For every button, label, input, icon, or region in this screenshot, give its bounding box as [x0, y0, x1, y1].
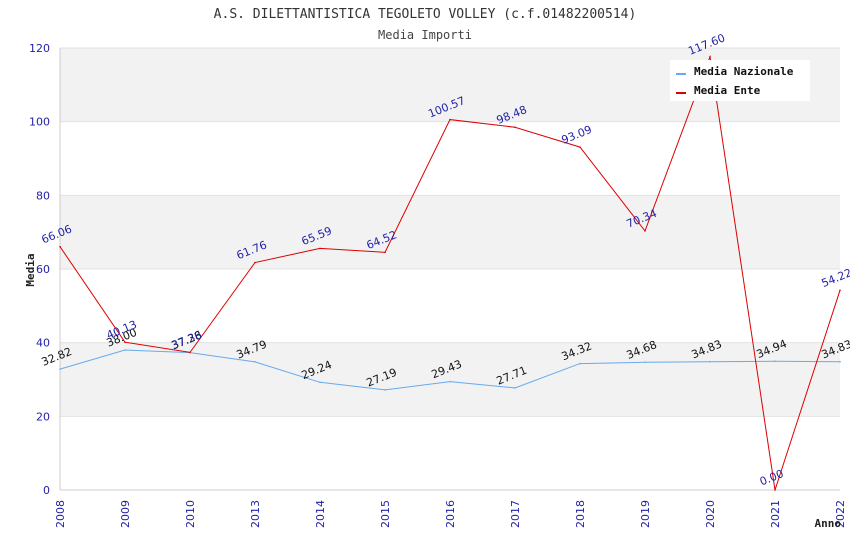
- y-tick-label: 40: [36, 337, 50, 350]
- data-point: [579, 362, 581, 365]
- plot-background: [59, 47, 840, 491]
- legend-label: Media Ente: [694, 84, 761, 97]
- x-tick-label: 2021: [769, 500, 782, 528]
- data-point: [254, 361, 256, 363]
- data-point: [774, 489, 776, 491]
- y-tick-label: 0: [43, 484, 50, 497]
- data-point: [579, 146, 581, 148]
- legend: Media Nazionale Media Ente: [670, 60, 810, 101]
- data-point: [514, 387, 516, 389]
- data-point: [384, 389, 386, 391]
- x-axis-title: Anno: [815, 517, 842, 530]
- y-tick-label: 20: [36, 410, 50, 423]
- grid-band: [60, 416, 840, 490]
- x-tick-label: 2013: [249, 500, 262, 528]
- y-axis-title: Media: [24, 253, 37, 286]
- y-tick-label: 60: [36, 263, 50, 276]
- x-tick-label: 2009: [119, 500, 132, 528]
- data-point: [124, 341, 126, 343]
- x-tick-label: 2015: [379, 500, 392, 528]
- grid-band: [60, 195, 840, 269]
- y-axis: 0 20 40 60 80 100 120: [29, 42, 50, 497]
- y-tick-label: 100: [29, 116, 50, 129]
- data-point: [709, 360, 711, 363]
- data-point: [644, 230, 646, 232]
- legend-label: Media Nazionale: [694, 65, 794, 78]
- data-point: [709, 56, 711, 58]
- data-point: [384, 251, 386, 254]
- data-point: [124, 349, 126, 351]
- grid-band: [60, 121, 840, 196]
- data-point: [319, 247, 321, 250]
- x-tick-label: 2016: [444, 500, 457, 528]
- x-tick-label: 2022: [834, 500, 847, 528]
- series-lines: [59, 54, 841, 491]
- data-point: [189, 351, 191, 354]
- x-tick-label: 2008: [54, 500, 67, 528]
- data-point: [319, 381, 321, 384]
- data-point: [839, 289, 841, 292]
- legend-box: [670, 60, 810, 101]
- x-tick-label: 2018: [574, 500, 587, 528]
- data-point: [644, 361, 646, 364]
- grid-band: [60, 269, 840, 343]
- data-point: [774, 360, 776, 363]
- y-tick-label: 80: [36, 189, 50, 202]
- data-point: [254, 261, 256, 264]
- grid-band: [60, 342, 840, 417]
- x-tick-label: 2020: [704, 500, 717, 528]
- data-point: [449, 118, 451, 121]
- data-point: [449, 380, 451, 383]
- x-axis: 2008 2009 2010 2013 2014 2015 2016 2017 2018 2019…: [54, 500, 847, 528]
- x-tick-label: 2019: [639, 500, 652, 528]
- data-point: [59, 245, 61, 248]
- x-tick-label: 2010: [184, 500, 197, 528]
- x-tick-label: 2017: [509, 500, 522, 528]
- x-tick-label: 2014: [314, 500, 327, 528]
- data-point: [59, 368, 61, 370]
- data-point: [839, 360, 841, 363]
- y-tick-label: 120: [29, 42, 50, 55]
- data-point: [514, 126, 516, 129]
- chart-title: A.S. DILETTANTISTICA TEGOLETO VOLLEY (c.…: [214, 7, 637, 22]
- chart-subtitle: Media Importi: [378, 28, 472, 42]
